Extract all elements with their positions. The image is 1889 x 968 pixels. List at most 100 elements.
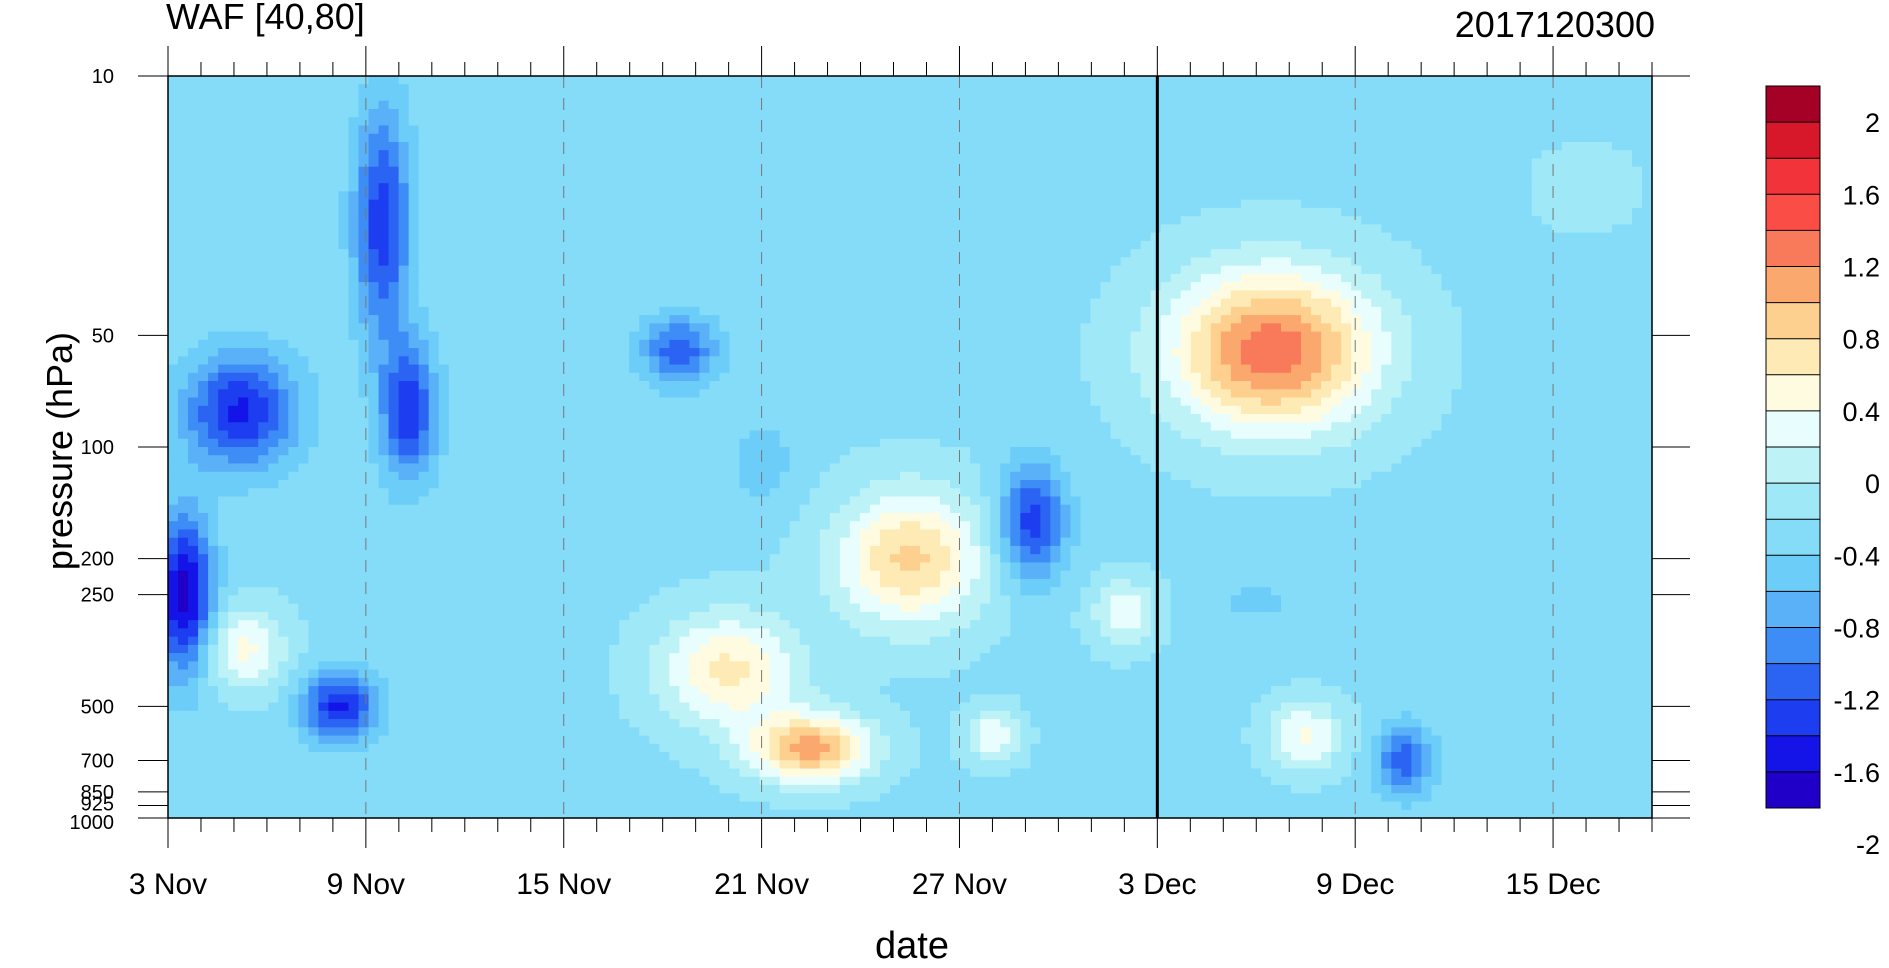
heatmap-cell [539, 265, 550, 275]
heatmap-cell [508, 298, 520, 308]
heatmap-cell [328, 620, 340, 629]
heatmap-cell [208, 793, 219, 803]
heatmap-cell [188, 174, 199, 184]
heatmap-cell [408, 199, 420, 209]
heatmap-cell [398, 644, 410, 654]
heatmap-cell [268, 752, 279, 761]
heatmap-cell [549, 801, 560, 811]
heatmap-cell [438, 191, 450, 201]
heatmap-cell [629, 141, 640, 151]
heatmap-cell [719, 224, 731, 234]
heatmap-cell [488, 512, 500, 522]
heatmap-cell [208, 183, 219, 193]
heatmap-cell [288, 677, 299, 687]
heatmap-cell [178, 422, 189, 432]
heatmap-cell [418, 430, 430, 440]
heatmap-cell [468, 191, 480, 201]
heatmap-cell [689, 257, 701, 267]
heatmap-cell [288, 603, 299, 613]
heatmap-cell [438, 348, 450, 357]
heatmap-cell [458, 389, 470, 399]
heatmap-cell [639, 743, 650, 753]
heatmap-cell [358, 776, 370, 786]
heatmap-cell [178, 463, 189, 473]
heatmap-cell [699, 364, 711, 374]
heatmap-cell [669, 414, 680, 423]
heatmap-cell [188, 232, 199, 242]
heatmap-cell [298, 694, 309, 704]
heatmap-cell [328, 471, 340, 481]
heatmap-cell [659, 422, 670, 432]
heatmap-cell [318, 141, 330, 151]
heatmap-cell [208, 702, 219, 712]
heatmap-cell [328, 141, 340, 151]
heatmap-cell [448, 455, 460, 465]
heatmap-cell [338, 282, 350, 291]
heatmap-cell [408, 381, 420, 390]
heatmap-cell [188, 686, 199, 695]
heatmap-cell [569, 174, 580, 184]
heatmap-cell [428, 405, 440, 415]
heatmap-cell [699, 290, 711, 300]
heatmap-cell [228, 578, 239, 588]
heatmap-cell [398, 529, 410, 539]
heatmap-cell [609, 554, 620, 564]
heatmap-cell [689, 298, 701, 308]
heatmap-cell [659, 158, 670, 168]
heatmap-cell [518, 545, 530, 555]
heatmap-cell [418, 587, 430, 596]
heatmap-cell [258, 669, 269, 679]
heatmap-cell [408, 702, 420, 712]
heatmap-cell [318, 776, 330, 786]
heatmap-cell [358, 801, 370, 811]
heatmap-cell [518, 174, 530, 184]
heatmap-cell [569, 529, 580, 539]
heatmap-cell [418, 422, 430, 432]
heatmap-cell [709, 397, 721, 407]
heatmap-cell [298, 644, 309, 654]
heatmap-cell [268, 463, 279, 473]
heatmap-cell [288, 438, 299, 448]
heatmap-cell [228, 92, 239, 102]
heatmap-cell [478, 323, 490, 333]
heatmap-cell [298, 397, 309, 407]
heatmap-cell [168, 372, 179, 382]
heatmap-cell [458, 150, 470, 160]
heatmap-cell [338, 694, 350, 704]
heatmap-cell [388, 249, 400, 258]
heatmap-cell [398, 760, 410, 770]
heatmap-cell [669, 331, 680, 341]
heatmap-cell [228, 331, 239, 341]
heatmap-cell [619, 298, 630, 308]
heatmap-cell [689, 735, 701, 745]
heatmap-cell [689, 191, 701, 201]
heatmap-cell [699, 430, 711, 440]
heatmap-cell [258, 76, 269, 85]
heatmap-cell [609, 430, 620, 440]
heatmap-cell [448, 306, 460, 316]
heatmap-cell [388, 315, 400, 324]
heatmap-cell [448, 727, 460, 737]
heatmap-cell [609, 224, 620, 234]
heatmap-cell [609, 282, 620, 291]
heatmap-cell [298, 273, 309, 283]
heatmap-cell [198, 809, 209, 819]
heatmap-cell [599, 199, 610, 209]
heatmap-cell [298, 603, 309, 613]
heatmap-cell [699, 158, 711, 168]
heatmap-cell [168, 521, 179, 531]
heatmap-cell [659, 199, 670, 209]
heatmap-cell [589, 216, 600, 225]
heatmap-cell [549, 240, 560, 250]
heatmap-cell [719, 315, 731, 324]
heatmap-cell [418, 273, 430, 283]
heatmap-cell [458, 438, 470, 448]
heatmap-cell [188, 282, 199, 291]
heatmap-cell [659, 216, 670, 225]
heatmap-cell [549, 257, 560, 267]
heatmap-cell [378, 809, 390, 819]
heatmap-cell [198, 727, 209, 737]
heatmap-cell [458, 669, 470, 679]
heatmap-cell [318, 183, 330, 193]
heatmap-cell [168, 298, 179, 308]
